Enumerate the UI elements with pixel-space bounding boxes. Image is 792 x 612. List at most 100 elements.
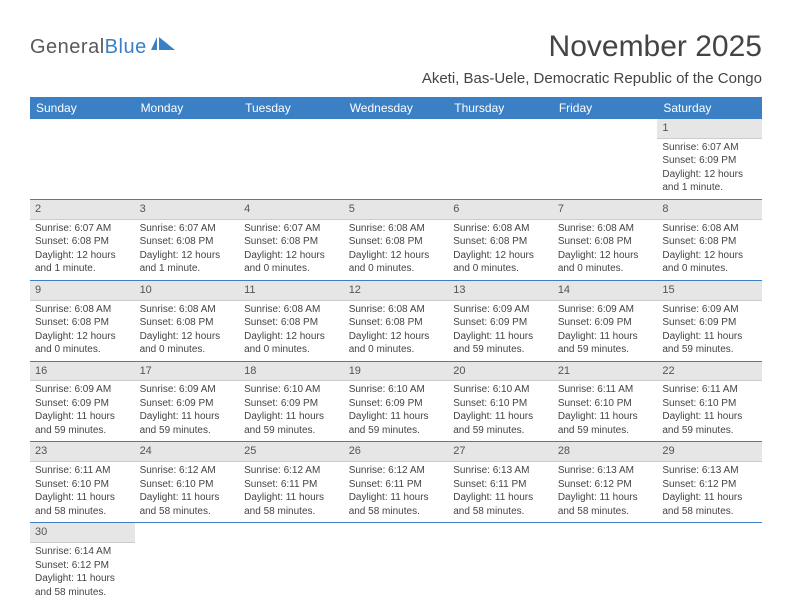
day-number: 30 [30, 523, 135, 543]
daylight-line: Daylight: 11 hours and 59 minutes. [140, 410, 235, 437]
daylight-line: Daylight: 12 hours and 0 minutes. [244, 330, 339, 357]
sunrise-line: Sunrise: 6:12 AM [244, 464, 339, 478]
calendar-day-cell: 21Sunrise: 6:11 AMSunset: 6:10 PMDayligh… [553, 361, 658, 442]
logo-flag-icon [151, 34, 177, 57]
sunrise-line: Sunrise: 6:07 AM [662, 141, 757, 155]
sunrise-line: Sunrise: 6:08 AM [453, 222, 548, 236]
day-body: Sunrise: 6:09 AMSunset: 6:09 PMDaylight:… [657, 301, 762, 361]
weekday-header: Sunday [30, 97, 135, 119]
sunset-line: Sunset: 6:08 PM [558, 235, 653, 249]
title-block: November 2025 Aketi, Bas-Uele, Democrati… [422, 30, 762, 87]
daylight-line: Daylight: 12 hours and 0 minutes. [140, 330, 235, 357]
day-number: 2 [30, 200, 135, 220]
daylight-line: Daylight: 12 hours and 0 minutes. [244, 249, 339, 276]
daylight-line: Daylight: 11 hours and 59 minutes. [349, 410, 444, 437]
calendar-table: SundayMondayTuesdayWednesdayThursdayFrid… [30, 97, 762, 603]
day-body: Sunrise: 6:12 AMSunset: 6:11 PMDaylight:… [239, 462, 344, 522]
header: GeneralBlue November 2025 Aketi, Bas-Uel… [30, 30, 762, 87]
sunset-line: Sunset: 6:08 PM [35, 235, 130, 249]
day-number: 7 [553, 200, 658, 220]
day-body: Sunrise: 6:07 AMSunset: 6:08 PMDaylight:… [30, 220, 135, 280]
calendar-empty-cell [448, 119, 553, 199]
calendar-day-cell: 19Sunrise: 6:10 AMSunset: 6:09 PMDayligh… [344, 361, 449, 442]
sunset-line: Sunset: 6:09 PM [662, 154, 757, 168]
daylight-line: Daylight: 11 hours and 58 minutes. [35, 572, 130, 599]
weekday-header-row: SundayMondayTuesdayWednesdayThursdayFrid… [30, 97, 762, 119]
calendar-empty-cell [553, 523, 658, 603]
calendar-day-cell: 16Sunrise: 6:09 AMSunset: 6:09 PMDayligh… [30, 361, 135, 442]
day-number: 11 [239, 281, 344, 301]
day-body: Sunrise: 6:13 AMSunset: 6:11 PMDaylight:… [448, 462, 553, 522]
day-body: Sunrise: 6:12 AMSunset: 6:10 PMDaylight:… [135, 462, 240, 522]
sunrise-line: Sunrise: 6:10 AM [349, 383, 444, 397]
sunset-line: Sunset: 6:10 PM [453, 397, 548, 411]
calendar-day-cell: 24Sunrise: 6:12 AMSunset: 6:10 PMDayligh… [135, 442, 240, 523]
day-number: 14 [553, 281, 658, 301]
day-body: Sunrise: 6:11 AMSunset: 6:10 PMDaylight:… [657, 381, 762, 441]
day-number: 26 [344, 442, 449, 462]
weekday-header: Thursday [448, 97, 553, 119]
day-body: Sunrise: 6:10 AMSunset: 6:10 PMDaylight:… [448, 381, 553, 441]
day-number: 12 [344, 281, 449, 301]
calendar-week-row: 2Sunrise: 6:07 AMSunset: 6:08 PMDaylight… [30, 199, 762, 280]
day-number: 29 [657, 442, 762, 462]
sunset-line: Sunset: 6:08 PM [35, 316, 130, 330]
calendar-day-cell: 6Sunrise: 6:08 AMSunset: 6:08 PMDaylight… [448, 199, 553, 280]
day-body: Sunrise: 6:13 AMSunset: 6:12 PMDaylight:… [657, 462, 762, 522]
daylight-line: Daylight: 11 hours and 59 minutes. [558, 410, 653, 437]
day-body: Sunrise: 6:11 AMSunset: 6:10 PMDaylight:… [553, 381, 658, 441]
day-body: Sunrise: 6:10 AMSunset: 6:09 PMDaylight:… [239, 381, 344, 441]
daylight-line: Daylight: 11 hours and 58 minutes. [453, 491, 548, 518]
sunrise-line: Sunrise: 6:11 AM [558, 383, 653, 397]
calendar-day-cell: 7Sunrise: 6:08 AMSunset: 6:08 PMDaylight… [553, 199, 658, 280]
calendar-day-cell: 10Sunrise: 6:08 AMSunset: 6:08 PMDayligh… [135, 280, 240, 361]
calendar-empty-cell [135, 523, 240, 603]
day-body: Sunrise: 6:08 AMSunset: 6:08 PMDaylight:… [135, 301, 240, 361]
day-number: 13 [448, 281, 553, 301]
daylight-line: Daylight: 11 hours and 59 minutes. [244, 410, 339, 437]
day-number: 19 [344, 362, 449, 382]
logo: GeneralBlue [30, 36, 177, 59]
daylight-line: Daylight: 12 hours and 0 minutes. [349, 330, 444, 357]
sunset-line: Sunset: 6:11 PM [244, 478, 339, 492]
daylight-line: Daylight: 11 hours and 59 minutes. [662, 410, 757, 437]
sunrise-line: Sunrise: 6:09 AM [662, 303, 757, 317]
day-number: 22 [657, 362, 762, 382]
day-number: 18 [239, 362, 344, 382]
sunrise-line: Sunrise: 6:09 AM [140, 383, 235, 397]
daylight-line: Daylight: 12 hours and 0 minutes. [453, 249, 548, 276]
sunrise-line: Sunrise: 6:14 AM [35, 545, 130, 559]
sunset-line: Sunset: 6:09 PM [453, 316, 548, 330]
calendar-day-cell: 14Sunrise: 6:09 AMSunset: 6:09 PMDayligh… [553, 280, 658, 361]
calendar-empty-cell [344, 523, 449, 603]
calendar-day-cell: 22Sunrise: 6:11 AMSunset: 6:10 PMDayligh… [657, 361, 762, 442]
day-number: 10 [135, 281, 240, 301]
sunrise-line: Sunrise: 6:07 AM [140, 222, 235, 236]
daylight-line: Daylight: 11 hours and 58 minutes. [558, 491, 653, 518]
calendar-empty-cell [135, 119, 240, 199]
day-number: 23 [30, 442, 135, 462]
sunset-line: Sunset: 6:09 PM [662, 316, 757, 330]
calendar-day-cell: 1Sunrise: 6:07 AMSunset: 6:09 PMDaylight… [657, 119, 762, 199]
sunset-line: Sunset: 6:12 PM [558, 478, 653, 492]
logo-text-blue: Blue [105, 36, 147, 59]
day-number: 16 [30, 362, 135, 382]
sunset-line: Sunset: 6:10 PM [140, 478, 235, 492]
calendar-day-cell: 17Sunrise: 6:09 AMSunset: 6:09 PMDayligh… [135, 361, 240, 442]
daylight-line: Daylight: 12 hours and 0 minutes. [662, 249, 757, 276]
calendar-day-cell: 23Sunrise: 6:11 AMSunset: 6:10 PMDayligh… [30, 442, 135, 523]
daylight-line: Daylight: 12 hours and 1 minute. [140, 249, 235, 276]
daylight-line: Daylight: 11 hours and 59 minutes. [662, 330, 757, 357]
daylight-line: Daylight: 11 hours and 59 minutes. [453, 410, 548, 437]
daylight-line: Daylight: 11 hours and 59 minutes. [558, 330, 653, 357]
daylight-line: Daylight: 11 hours and 59 minutes. [453, 330, 548, 357]
calendar-week-row: 16Sunrise: 6:09 AMSunset: 6:09 PMDayligh… [30, 361, 762, 442]
sunrise-line: Sunrise: 6:13 AM [453, 464, 548, 478]
day-number: 8 [657, 200, 762, 220]
calendar-day-cell: 25Sunrise: 6:12 AMSunset: 6:11 PMDayligh… [239, 442, 344, 523]
calendar-week-row: 30Sunrise: 6:14 AMSunset: 6:12 PMDayligh… [30, 523, 762, 603]
daylight-line: Daylight: 12 hours and 0 minutes. [558, 249, 653, 276]
sunset-line: Sunset: 6:11 PM [349, 478, 444, 492]
calendar-day-cell: 11Sunrise: 6:08 AMSunset: 6:08 PMDayligh… [239, 280, 344, 361]
calendar-week-row: 9Sunrise: 6:08 AMSunset: 6:08 PMDaylight… [30, 280, 762, 361]
